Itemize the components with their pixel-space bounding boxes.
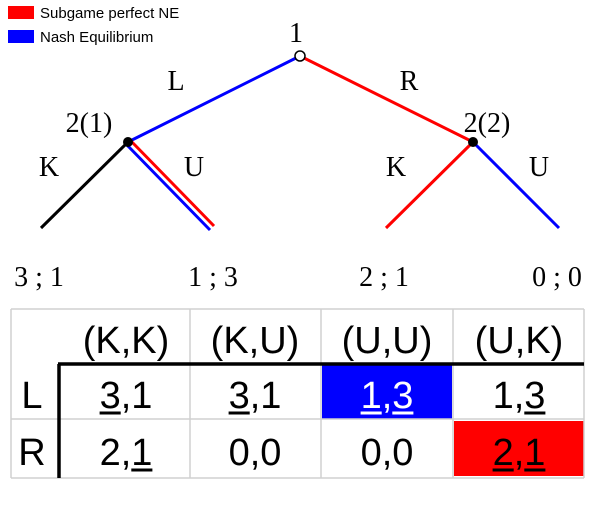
edge-L [127, 54, 301, 144]
cell-R-UK: 2,1 [493, 432, 546, 474]
cell-R-KU: 0,0 [229, 432, 282, 474]
action-R-label: R [400, 66, 419, 97]
matrix-cells: 3,1 3,1 1,3 1,3 2,1 0,0 0,0 2,1 [100, 375, 546, 474]
column-header-UU: (U,U) [342, 320, 433, 362]
column-header-UK: (U,K) [475, 320, 564, 362]
edge-right-K [384, 140, 475, 230]
right-node-label: 2(2) [464, 108, 511, 139]
payoff-LU: 1 ; 3 [188, 262, 238, 293]
root-node [294, 50, 306, 62]
cell-fill-L-UU [322, 364, 452, 419]
legend-swatch-ne [8, 30, 34, 43]
edge-right-U [471, 140, 561, 230]
row-label-L: L [21, 375, 42, 417]
legend: Subgame perfect NE Nash Equilibrium [8, 5, 179, 46]
row-label-R: R [18, 432, 45, 474]
left-node-action-K: K [39, 152, 59, 183]
column-header-KU: (K,U) [211, 320, 300, 362]
edge-R [299, 54, 474, 144]
payoff-RK: 2 ; 1 [359, 262, 409, 293]
cell-L-UK: 1,3 [493, 375, 546, 417]
right-node-action-U: U [529, 152, 549, 183]
matrix-grid [10, 308, 585, 479]
payoff-matrix: (K,K) (K,U) (U,U) (U,K) L R 3,1 3,1 1,3 1,3… [10, 308, 585, 479]
edge-left-K [39, 140, 130, 230]
cell-fill-R-UK [454, 421, 584, 476]
payoff-LK: 3 ; 1 [14, 262, 64, 293]
column-header-KK: (K,K) [83, 320, 170, 362]
right-node [468, 137, 478, 147]
cell-L-UU: 1,3 [361, 375, 414, 417]
legend-label-ne: Nash Equilibrium [40, 29, 153, 46]
cell-R-UU: 0,0 [361, 432, 414, 474]
cell-R-KK: 2,1 [100, 432, 153, 474]
edge-left-U-red [128, 138, 216, 228]
root-label: 1 [289, 18, 303, 49]
left-node [123, 137, 133, 147]
right-node-action-K: K [386, 152, 406, 183]
legend-label-spne: Subgame perfect NE [40, 5, 179, 22]
left-node-label: 2(1) [66, 108, 113, 139]
left-node-action-U: U [184, 152, 204, 183]
cell-L-KU: 3,1 [229, 375, 282, 417]
cell-L-KK: 3,1 [100, 375, 153, 417]
game-tree: 1 L R 2(1) 2(2) K U K U 3 ; 1 1 ; 3 2 ; … [14, 18, 582, 293]
legend-swatch-spne [8, 6, 34, 19]
action-L-label: L [167, 66, 184, 97]
payoff-RU: 0 ; 0 [532, 262, 582, 293]
edge-left-U-blue [124, 142, 212, 232]
